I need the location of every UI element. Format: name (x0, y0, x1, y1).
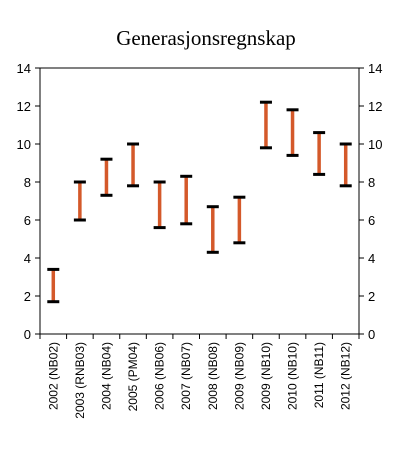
right-axis: 0 2 4 6 8 10 12 14 (359, 61, 382, 342)
category-label: 2004 (NB04) (99, 342, 113, 410)
x-axis: 2002 (NB02) 2003 (RNB03) 2004 (NB04) 2005 (… (39, 334, 360, 419)
left-tick-label: 14 (17, 61, 31, 76)
left-axis: 0 2 4 6 8 10 12 14 (17, 61, 40, 342)
right-tick-label: 6 (368, 213, 375, 228)
category-label: 2012 (NB12) (339, 342, 353, 410)
chart-title: Generasjonsregnskap (116, 26, 296, 50)
right-tick-label: 0 (368, 327, 375, 342)
right-tick-label: 12 (368, 99, 382, 114)
left-tick-label: 6 (24, 213, 31, 228)
range-series (47, 100, 352, 304)
category-label: 2007 (NB07) (179, 342, 193, 410)
category-label: 2010 (NB10) (286, 342, 300, 410)
right-tick-label: 2 (368, 289, 375, 304)
plot-area (39, 67, 360, 335)
left-tick-label: 10 (17, 137, 31, 152)
category-label: 2008 (NB08) (206, 342, 220, 410)
right-tick-label: 14 (368, 61, 382, 76)
category-label: 2005 (PM04) (126, 342, 140, 411)
category-label: 2006 (NB06) (153, 342, 167, 410)
left-tick-label: 12 (17, 99, 31, 114)
category-label: 2003 (RNB03) (73, 342, 87, 419)
left-tick-label: 2 (24, 289, 31, 304)
right-tick-label: 4 (368, 251, 375, 266)
right-tick-label: 10 (368, 137, 382, 152)
left-tick-label: 8 (24, 175, 31, 190)
right-tick-label: 8 (368, 175, 375, 190)
category-label: 2002 (NB02) (46, 342, 60, 410)
category-label: 2011 (NB11) (312, 342, 326, 408)
category-label: 2009 (NB10) (259, 342, 273, 410)
category-label: 2009 (NB09) (232, 342, 246, 410)
left-tick-label: 0 (24, 327, 31, 342)
left-tick-label: 4 (24, 251, 31, 266)
